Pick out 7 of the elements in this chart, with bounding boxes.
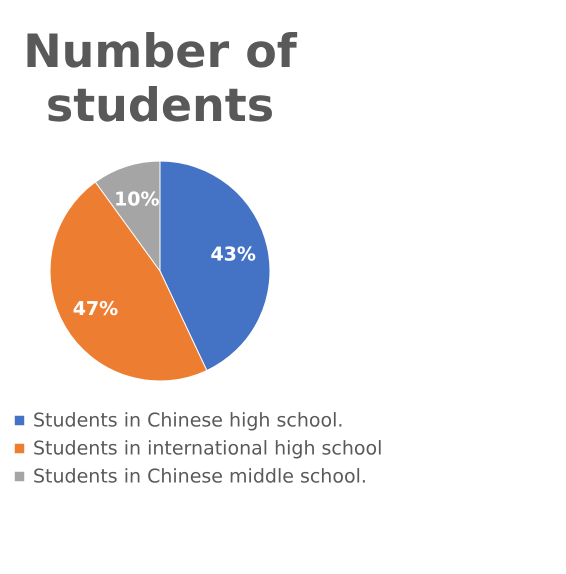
legend-label: Students in international high school — [33, 438, 382, 460]
data-label: 43% — [210, 244, 256, 266]
data-label: 47% — [72, 298, 118, 320]
chart-title: Number of students — [23, 24, 298, 132]
legend-label: Students in Chinese high school. — [33, 410, 344, 432]
legend-label: Students in Chinese middle school. — [33, 466, 367, 488]
data-label: 10% — [114, 188, 160, 211]
